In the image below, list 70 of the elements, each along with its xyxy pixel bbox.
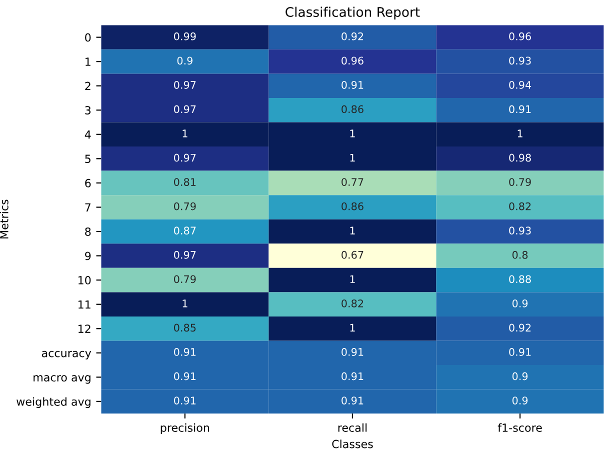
data-label: 0.91 [342,396,364,404]
data-label: 0.97 [174,250,196,259]
data-label: 0.99 [174,32,196,40]
data-label: 0.9 [512,396,528,404]
y-tick-label: 6 [85,178,91,188]
data-label: 0.91 [342,348,364,356]
data-label: 0.79 [174,275,196,284]
y-tick-label: macro avg [34,375,90,384]
y-tick-label: 7 [85,203,90,212]
data-label: 0.9 [512,299,528,308]
y-tick-label: 10 [78,276,91,284]
y-tick-label: 5 [85,154,90,164]
data-label: 0.96 [509,32,531,40]
y-tick-label: 8 [85,227,91,236]
y-tick-label: 4 [84,130,91,139]
data-label: 1 [182,130,188,138]
data-label: 0.85 [174,324,196,332]
data-label: 0.97 [174,105,196,114]
data-label: 0.91 [174,348,196,356]
data-label: 1 [350,275,355,283]
data-label: 0.9 [512,372,528,380]
x-tick-label: recall [338,423,367,432]
data-label: 0.94 [509,80,532,89]
data-label: 0.91 [174,396,196,404]
data-label: 0.91 [174,372,196,380]
data-label: 1 [350,130,355,138]
data-label: 0.82 [509,202,531,210]
x-axis-title: Classes [332,440,373,448]
data-label: 1 [350,154,355,162]
x-tick-label: f1-score [498,423,542,432]
data-label: 0.67 [342,250,364,259]
data-label: 0.8 [512,250,528,259]
data-label: 0.88 [509,275,531,284]
y-tick-label: 11 [78,300,90,309]
data-label: 0.87 [174,226,196,235]
y-axis-title: Metrics [0,200,8,238]
chart-title: Classification Report [286,6,420,20]
data-label: 0.92 [342,32,364,40]
data-label: 0.79 [174,202,196,210]
data-label: 1 [350,324,355,332]
y-tick-label: 12 [78,324,90,333]
y-tick-label: 9 [85,252,91,260]
y-tick-label: accuracy [42,350,92,360]
data-label: 1 [182,300,188,308]
data-label: 0.9 [177,56,192,65]
data-label: 0.82 [342,299,364,308]
data-label: 0.96 [342,56,364,65]
y-tick-label: 3 [85,106,91,114]
data-label: 0.91 [342,372,364,380]
data-label: 0.77 [342,178,364,186]
y-tick-label: 1 [86,58,90,66]
data-label: 0.81 [174,178,196,186]
data-label: 0.92 [509,324,531,332]
y-tick-label: 2 [85,82,90,90]
data-label: 0.79 [509,178,531,186]
data-label: 0.93 [509,56,531,65]
y-tick-label: 0 [85,33,91,42]
data-label: 0.97 [174,154,196,162]
data-label: 0.98 [509,154,531,162]
data-label: 0.93 [509,226,531,235]
data-label: 0.86 [342,105,364,114]
data-label: 0.91 [509,105,531,114]
data-label: 1 [350,226,355,234]
data-label: 0.97 [174,80,196,89]
x-tick-label: precision [160,423,210,434]
data-label: 0.91 [342,80,364,89]
y-tick-label: weighted avg [16,397,90,408]
data-label: 0.86 [342,202,364,210]
data-label: 0.91 [509,348,531,356]
data-label: 1 [518,130,522,138]
